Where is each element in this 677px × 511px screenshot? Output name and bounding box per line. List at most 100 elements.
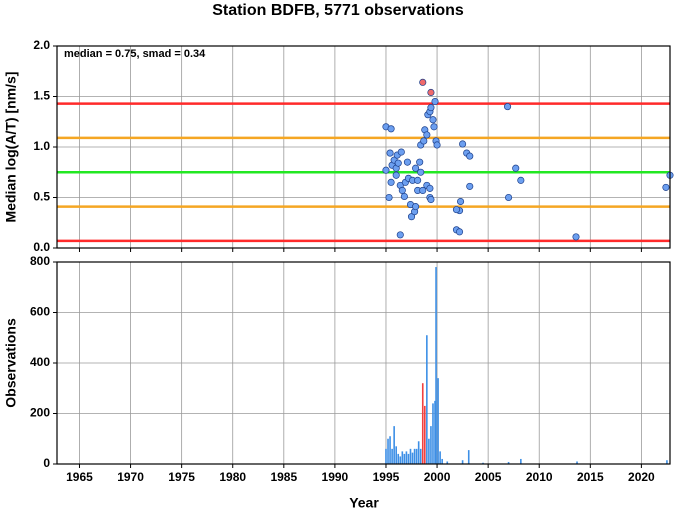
y-tick-label: 0 [43,456,50,470]
bar [409,448,412,464]
annotation: median = 0.75, smad = 0.34 [64,48,206,60]
y-tick-label: 2.0 [33,38,50,52]
point [386,149,394,157]
y-tick-label: 1.5 [33,89,50,103]
bar [432,403,434,464]
point [387,125,395,133]
point [403,158,411,166]
x-tick-label: 2020 [628,470,655,484]
point [420,137,428,145]
point [504,103,512,111]
bar [461,460,464,464]
bar [467,450,470,464]
y-tick-label: 0.0 [33,240,50,254]
bar [576,461,578,464]
bar [391,448,393,464]
point [517,176,525,184]
bar [419,448,422,464]
bar [405,451,408,464]
point [407,213,416,221]
x-tick-label: 1965 [66,470,93,484]
bar [446,461,449,464]
y-axis-label: Median log(A/T) [nm/s] [3,72,19,223]
bar [415,448,418,464]
bar [413,448,416,464]
bar [417,441,420,464]
bar [385,448,387,464]
point [662,183,670,191]
point [452,206,461,214]
point [396,231,404,239]
bar [403,453,406,464]
bar [666,460,668,464]
point [430,123,438,131]
point [412,164,420,172]
point [429,116,437,124]
chart-title: Station BDFB, 5771 observations [212,2,464,19]
x-tick-label: 2000 [424,470,451,484]
point [400,192,408,201]
y-tick-label: 600 [30,305,50,319]
bar [428,438,430,464]
bar [426,335,428,464]
point [427,195,435,204]
bar [441,458,443,464]
point [572,233,580,241]
bar [430,426,432,464]
bar [421,383,424,464]
point [427,104,435,112]
point [412,203,420,211]
bar [397,453,400,464]
bar [439,451,441,464]
x-tick-label: 1990 [322,470,349,484]
point [382,166,390,174]
x-tick-label: 1995 [373,470,400,484]
bar [393,426,395,464]
bar [401,451,404,464]
bar [407,453,410,464]
point [457,197,465,206]
point [505,193,513,202]
bar [435,267,437,464]
point [455,228,464,236]
point [433,141,441,149]
point [466,152,474,160]
bar [411,452,414,464]
point [419,78,427,86]
point [414,176,422,184]
point [423,131,431,139]
x-tick-label: 2005 [475,470,502,484]
bar [437,378,439,464]
x-tick-label: 1975 [168,470,195,484]
plot-frame [56,261,671,465]
y-tick-label: 800 [30,254,50,268]
point [392,171,400,179]
bar [399,456,402,464]
point [419,186,427,194]
bar [395,446,397,464]
point [397,148,405,156]
y-tick-label: 1.0 [33,139,50,153]
point [426,184,434,192]
y-axis-label: Observations [3,318,19,408]
point [398,186,406,194]
point [431,98,439,106]
y-tick-label: 200 [30,406,50,420]
bar [482,462,484,464]
x-axis-label: Year [349,495,379,511]
bar [424,405,426,464]
y-tick-label: 400 [30,355,50,369]
x-tick-label: 1980 [219,470,246,484]
point [417,168,425,176]
point [459,140,467,148]
bar [434,400,436,464]
bar [387,438,389,464]
point [427,88,435,97]
point [394,159,402,167]
point [387,178,395,186]
x-tick-label: 1985 [270,470,297,484]
bar [389,436,391,464]
bar [520,458,522,464]
